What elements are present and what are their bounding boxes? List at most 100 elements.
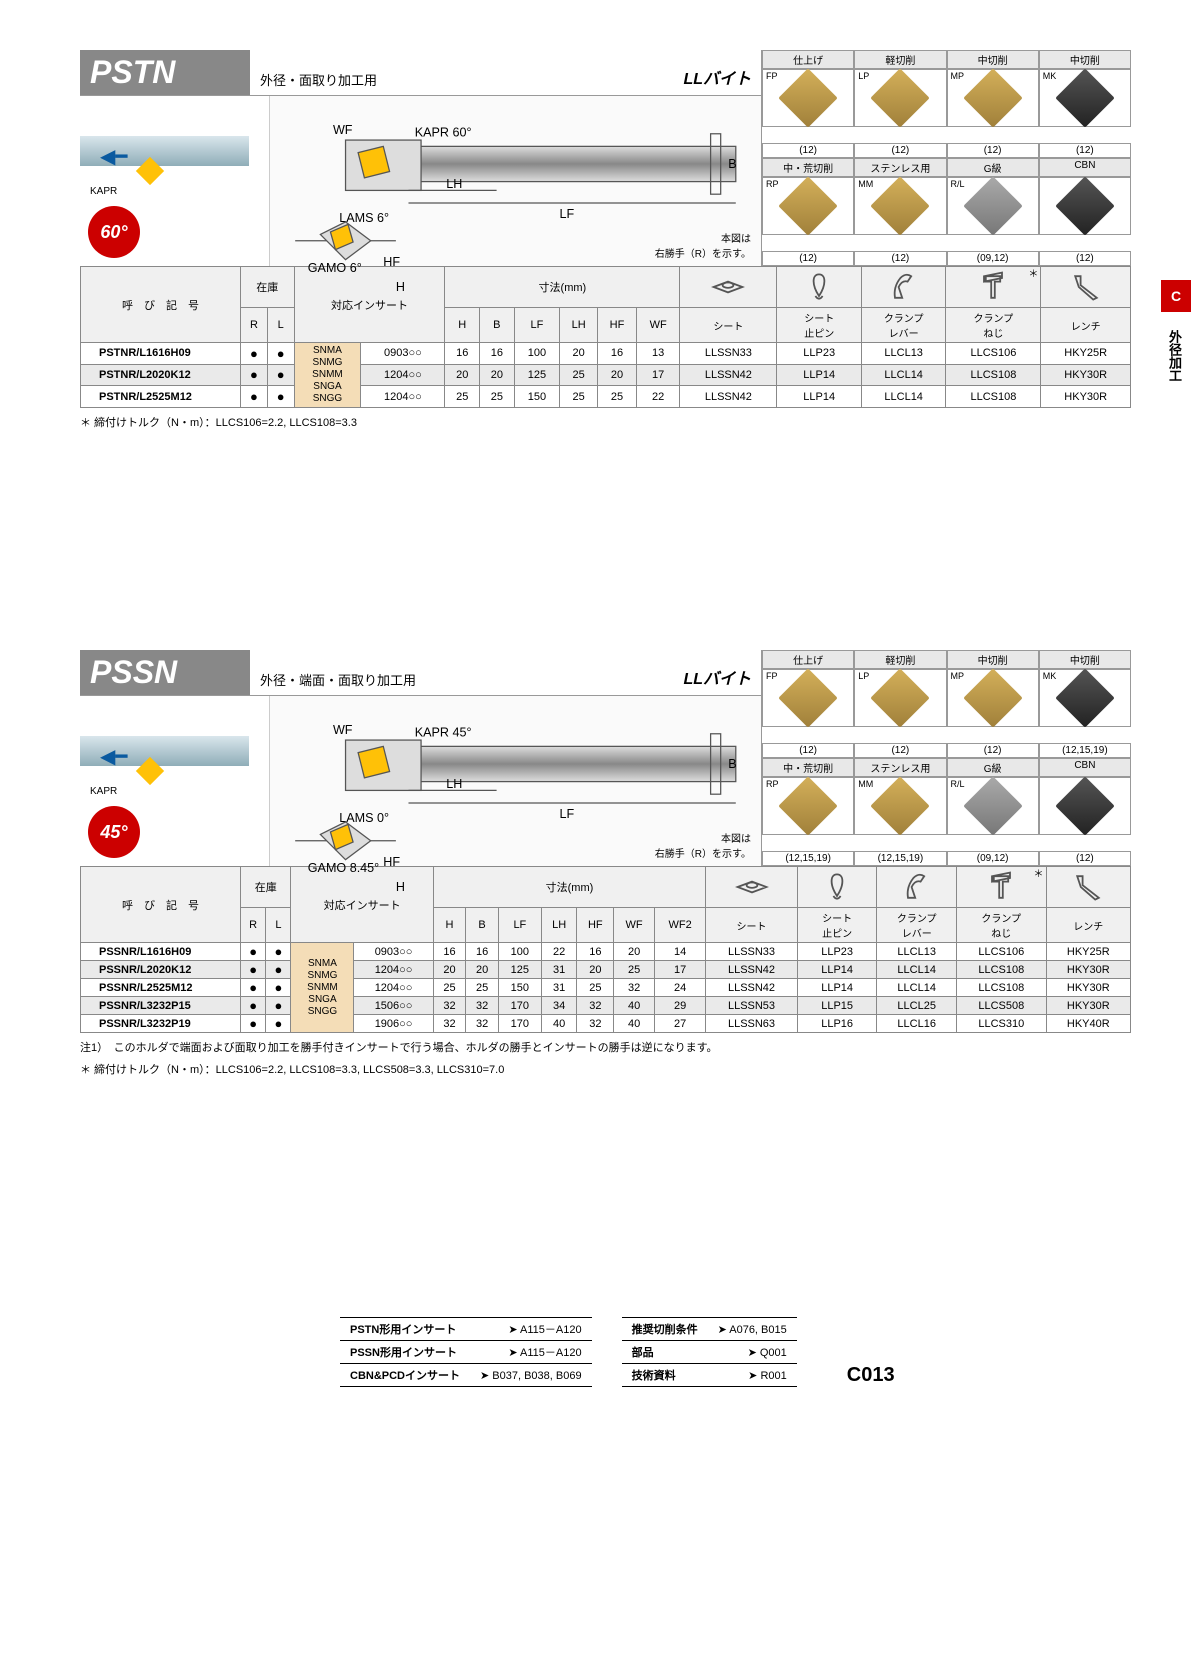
accessory-partno: LLP14 bbox=[777, 364, 861, 386]
section-title: PSSN bbox=[80, 650, 250, 695]
diagram-note: 本図は右勝手（R）を示す。 bbox=[655, 230, 751, 260]
dim-value: 34 bbox=[541, 997, 577, 1015]
accessory-icon bbox=[946, 267, 1041, 308]
insert-size-note: (12) bbox=[1039, 851, 1131, 866]
dim-value: 20 bbox=[598, 364, 637, 386]
insert-size-note: (12) bbox=[947, 143, 1039, 158]
accessory-partno: LLCS108 bbox=[957, 961, 1047, 979]
dim-value: 150 bbox=[514, 386, 560, 408]
hdr-partno: 呼 び 記 号 bbox=[81, 867, 241, 943]
table-row: PSTNR/L2525M12●●1204○○2525150252522LLSSN… bbox=[81, 386, 1131, 408]
hdr-stock-sub: L bbox=[267, 308, 294, 343]
accessory-partno: LLCL13 bbox=[877, 943, 957, 961]
dim-value: 125 bbox=[498, 961, 541, 979]
hdr-dim-sub: H bbox=[433, 908, 466, 943]
insert-category-header: 軽切削 bbox=[854, 50, 946, 69]
accessory-partno: LLSSN33 bbox=[680, 343, 777, 365]
insert-thumbnail bbox=[1039, 777, 1131, 835]
hdr-dim-sub: LH bbox=[560, 308, 598, 343]
insert-size-note: (12) bbox=[762, 143, 854, 158]
section-title: PSTN bbox=[80, 50, 250, 95]
svg-text:WF: WF bbox=[333, 723, 353, 737]
accessory-partno: LLP15 bbox=[797, 997, 877, 1015]
svg-text:WF: WF bbox=[333, 123, 353, 137]
accessory-icon bbox=[1041, 267, 1131, 308]
insert-thumbnail: LP bbox=[854, 69, 946, 127]
insert-size-note: (12,15,19) bbox=[762, 851, 854, 866]
insert-thumbnail: MP bbox=[947, 669, 1039, 727]
footer-ref-label: PSTN形用インサート bbox=[340, 1318, 470, 1341]
hdr-accessory: シート bbox=[680, 308, 777, 343]
hdr-dim-sub: B bbox=[466, 908, 499, 943]
accessory-partno: LLCL14 bbox=[877, 979, 957, 997]
dim-value: 20 bbox=[480, 364, 515, 386]
hdr-partno: 呼 び 記 号 bbox=[81, 267, 241, 343]
angle-badge: 60° bbox=[88, 206, 140, 258]
footer-ref-row: PSSN形用インサート➤ A115－A120 bbox=[340, 1341, 592, 1364]
insert-size: 1906○○ bbox=[354, 1015, 433, 1033]
insert-code: R/L bbox=[951, 779, 965, 789]
dim-value: 25 bbox=[614, 961, 655, 979]
insert-size-note: (09,12) bbox=[947, 851, 1039, 866]
footer-ref-page: ➤ A115－A120 bbox=[470, 1341, 592, 1364]
footer-ref-label: 推奨切削条件 bbox=[622, 1318, 708, 1341]
footer-ref-row: 技術資料➤ R001 bbox=[622, 1364, 797, 1387]
dim-value: 20 bbox=[433, 961, 466, 979]
insert-category-header: G級 bbox=[947, 758, 1039, 777]
accessory-partno: LLCL14 bbox=[877, 961, 957, 979]
dim-value: 27 bbox=[655, 1015, 706, 1033]
insert-code: RP bbox=[766, 179, 779, 189]
dim-value: 170 bbox=[498, 997, 541, 1015]
hdr-accessory: シート 止ピン bbox=[797, 908, 877, 943]
dim-value: 32 bbox=[433, 997, 466, 1015]
product-section-pssn: PSSN外径・端面・面取り加工用LLバイト ◀━ KAPR 45° B LF L… bbox=[80, 650, 1131, 1077]
dim-value: 25 bbox=[466, 979, 499, 997]
insert-category-header: 仕上げ bbox=[762, 650, 854, 669]
hdr-dim-sub: LF bbox=[498, 908, 541, 943]
accessory-partno: LLP14 bbox=[797, 979, 877, 997]
footer-ref-row: PSTN形用インサート➤ A115－A120 bbox=[340, 1318, 592, 1341]
insert-size-note: (12) bbox=[1039, 143, 1131, 158]
insert-size-note: (12,15,19) bbox=[1039, 743, 1131, 758]
dim-value: 32 bbox=[577, 1015, 614, 1033]
insert-size: 0903○○ bbox=[354, 943, 433, 961]
dim-value: 32 bbox=[577, 997, 614, 1015]
insert-category-header: CBN bbox=[1039, 158, 1131, 177]
hdr-accessory: シート 止ピン bbox=[777, 308, 861, 343]
dim-value: 16 bbox=[433, 943, 466, 961]
stock-l: ● bbox=[267, 386, 294, 408]
footer-refs: PSTN形用インサート➤ A115－A120PSSN形用インサート➤ A115－… bbox=[340, 1317, 1131, 1387]
svg-text:B: B bbox=[728, 157, 736, 171]
svg-text:H: H bbox=[396, 280, 405, 294]
insert-grid: 仕上げ軽切削中切削中切削FPLPMPMK(12)(12)(12)(12)中・荒切… bbox=[761, 50, 1131, 266]
accessory-icon bbox=[777, 267, 861, 308]
dim-value: 25 bbox=[577, 979, 614, 997]
insert-category-header: 中・荒切削 bbox=[762, 758, 854, 777]
insert-size: 0903○○ bbox=[361, 343, 445, 365]
dim-value: 25 bbox=[445, 386, 480, 408]
part-number: PSTNR/L2020K12 bbox=[81, 364, 241, 386]
stock-l: ● bbox=[266, 943, 291, 961]
hdr-accessory: クランプ レバー bbox=[861, 308, 945, 343]
table-row: PSSNR/L3232P19●●1906○○323217040324027LLS… bbox=[81, 1015, 1131, 1033]
insert-size: 1204○○ bbox=[354, 961, 433, 979]
stock-r: ● bbox=[241, 343, 268, 365]
tool-diagram-left: ◀━ KAPR 60° bbox=[80, 96, 270, 266]
dim-value: 170 bbox=[498, 1015, 541, 1033]
feed-arrow-icon: ◀━ bbox=[100, 144, 127, 169]
insert-thumbnail: MK bbox=[1039, 69, 1131, 127]
insert-thumbnail: MK bbox=[1039, 669, 1131, 727]
tool-diagram-center: B LF LH KAPR 60° WF LAMS 6° GAMO 6° HF H… bbox=[270, 96, 761, 266]
kapr-label: KAPR bbox=[90, 786, 117, 797]
insert-category-header: ステンレス用 bbox=[854, 758, 946, 777]
insert-code: MK bbox=[1043, 71, 1057, 81]
part-number: PSSNR/L2525M12 bbox=[81, 979, 241, 997]
insert-size: 1506○○ bbox=[354, 997, 433, 1015]
dim-value: 14 bbox=[655, 943, 706, 961]
dim-value: 24 bbox=[655, 979, 706, 997]
insert-thumbnail: MM bbox=[854, 777, 946, 835]
insert-size-note: (12) bbox=[947, 743, 1039, 758]
accessory-partno: HKY25R bbox=[1046, 943, 1130, 961]
table-row: PSTNR/L1616H09●●SNMA SNMG SNMM SNGA SNGG… bbox=[81, 343, 1131, 365]
stock-r: ● bbox=[241, 961, 266, 979]
